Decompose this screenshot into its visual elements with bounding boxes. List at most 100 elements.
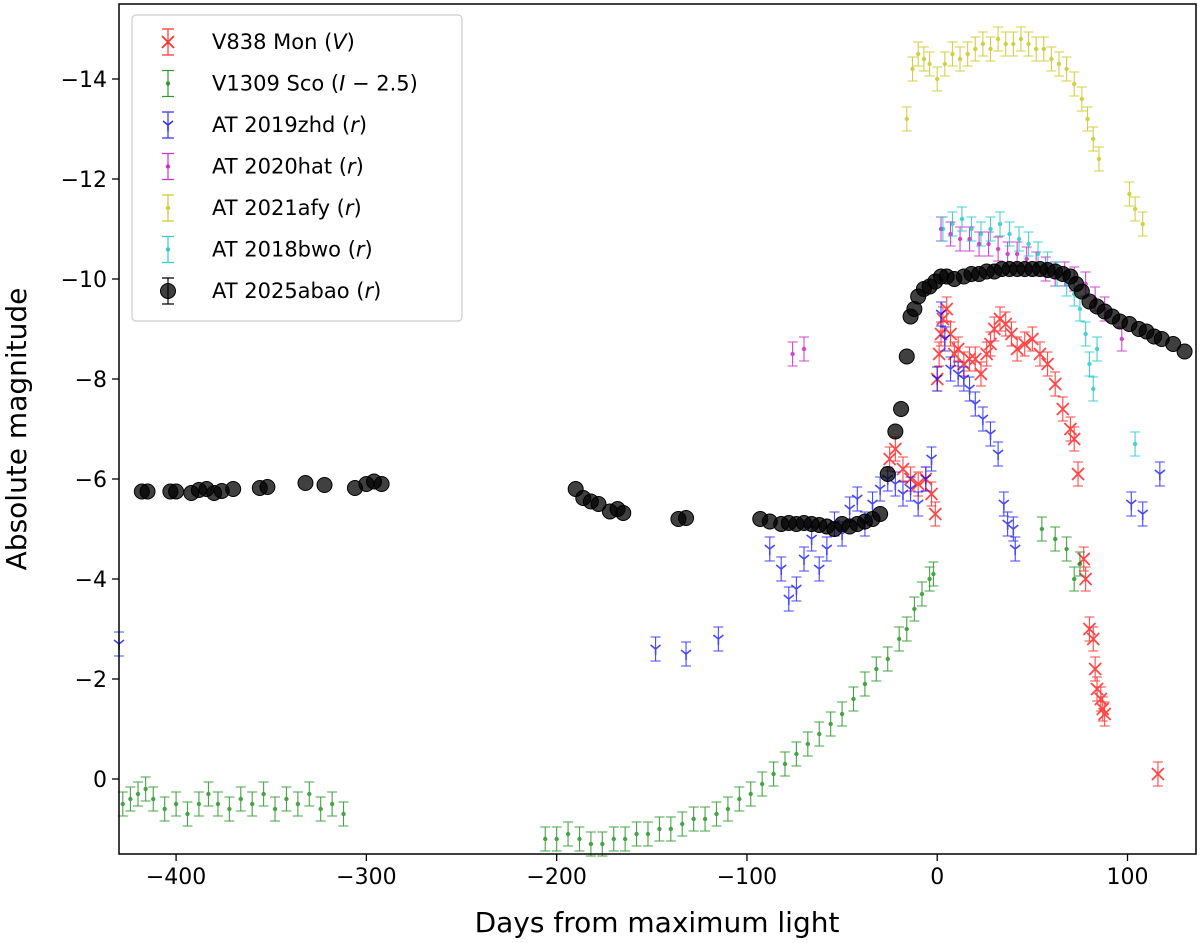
data-point [1083, 331, 1088, 337]
data-point [622, 836, 628, 842]
x-tick-label: −400 [146, 865, 206, 890]
data-point [1064, 546, 1069, 552]
legend-marker [162, 120, 174, 131]
data-point [813, 564, 825, 575]
data-point [316, 477, 333, 493]
legend-label-2: AT 2019zhd (r) [212, 113, 367, 137]
data-point [1018, 337, 1032, 351]
data-point [801, 346, 807, 352]
data-point [543, 836, 548, 842]
data-point [297, 475, 314, 491]
plot-frame [118, 3, 1197, 855]
data-point [806, 534, 818, 545]
data-point [225, 481, 242, 497]
data-point [919, 591, 925, 597]
data-point [794, 751, 799, 757]
data-point [964, 384, 976, 395]
data-point [945, 364, 957, 375]
data-point [1014, 251, 1020, 257]
x-tick-label: 100 [1106, 865, 1148, 890]
legend: V838 Mon (V) V1309 Sco (I − 2.5) AT 2019zh… [131, 14, 463, 322]
data-point [931, 374, 943, 385]
data-point [927, 576, 932, 582]
series-6 [133, 261, 1193, 537]
legend-marker [160, 283, 176, 299]
data-point [821, 544, 833, 555]
data-point [645, 831, 651, 837]
data-point [1125, 499, 1137, 510]
data-point [879, 466, 896, 482]
data-point [1056, 402, 1070, 416]
data-point [978, 231, 984, 237]
data-point [912, 606, 917, 612]
data-point [995, 246, 1001, 252]
data-point [318, 806, 323, 812]
data-point [911, 477, 925, 491]
data-point [1039, 526, 1045, 532]
data-point [1151, 767, 1165, 781]
data-point [1005, 251, 1010, 257]
data-point [950, 221, 955, 227]
data-point [986, 241, 991, 247]
data-point [162, 806, 167, 812]
data-point [764, 544, 776, 555]
data-point [1002, 519, 1014, 530]
data-point [284, 796, 289, 802]
data-point [1056, 61, 1062, 67]
data-point [712, 634, 724, 645]
data-point [565, 831, 571, 837]
data-point [678, 510, 695, 526]
data-point [897, 489, 909, 500]
data-point [1072, 81, 1077, 87]
data-point [1140, 221, 1145, 227]
data-point [844, 504, 856, 515]
data-point [1096, 156, 1102, 162]
data-point [1071, 467, 1085, 481]
data-point [987, 322, 1001, 336]
data-point [1041, 46, 1046, 52]
data-point [967, 236, 972, 242]
legend-label-0: V838 Mon (V) [212, 30, 355, 54]
data-point [261, 791, 266, 797]
data-point [168, 483, 185, 500]
data-point [839, 711, 845, 717]
data-point [1067, 432, 1081, 446]
legend-entry-0 [161, 28, 175, 56]
data-point [976, 241, 982, 247]
data-point [1052, 536, 1058, 542]
data-point [1049, 56, 1054, 62]
data-point [921, 56, 927, 62]
legend-label-5: AT 2018bwo (r) [212, 238, 373, 262]
y-tick-label: −10 [61, 268, 107, 293]
data-point [980, 41, 986, 47]
data-point [1091, 136, 1096, 142]
legend-entry-1 [162, 69, 174, 98]
y-tick-label: −2 [75, 668, 107, 693]
data-point [227, 806, 232, 812]
data-point [725, 806, 731, 812]
data-point [737, 796, 742, 802]
data-point [862, 681, 868, 687]
data-point [1086, 632, 1100, 646]
series-0 [883, 296, 1165, 787]
data-point [295, 801, 301, 807]
data-point [1033, 347, 1047, 361]
data-point [950, 51, 955, 57]
data-point [790, 351, 795, 357]
data-point [1165, 336, 1182, 352]
y-tick-label: 0 [93, 768, 107, 793]
x-axis-ticks: −400 −300 −200 −100 0 100 [146, 854, 1148, 890]
data-point [790, 584, 802, 595]
data-point [910, 66, 915, 72]
data-point [915, 51, 921, 57]
data-point [959, 216, 965, 222]
legend-entry-6 [160, 277, 176, 305]
data-point [588, 841, 594, 847]
data-point [997, 221, 1003, 227]
data-point [1018, 36, 1024, 42]
legend-marker [161, 35, 175, 49]
legend-entry-3 [162, 152, 174, 181]
data-point [600, 841, 605, 847]
legend-label-3: AT 2020hat (r) [212, 155, 364, 179]
data-point [998, 499, 1010, 510]
